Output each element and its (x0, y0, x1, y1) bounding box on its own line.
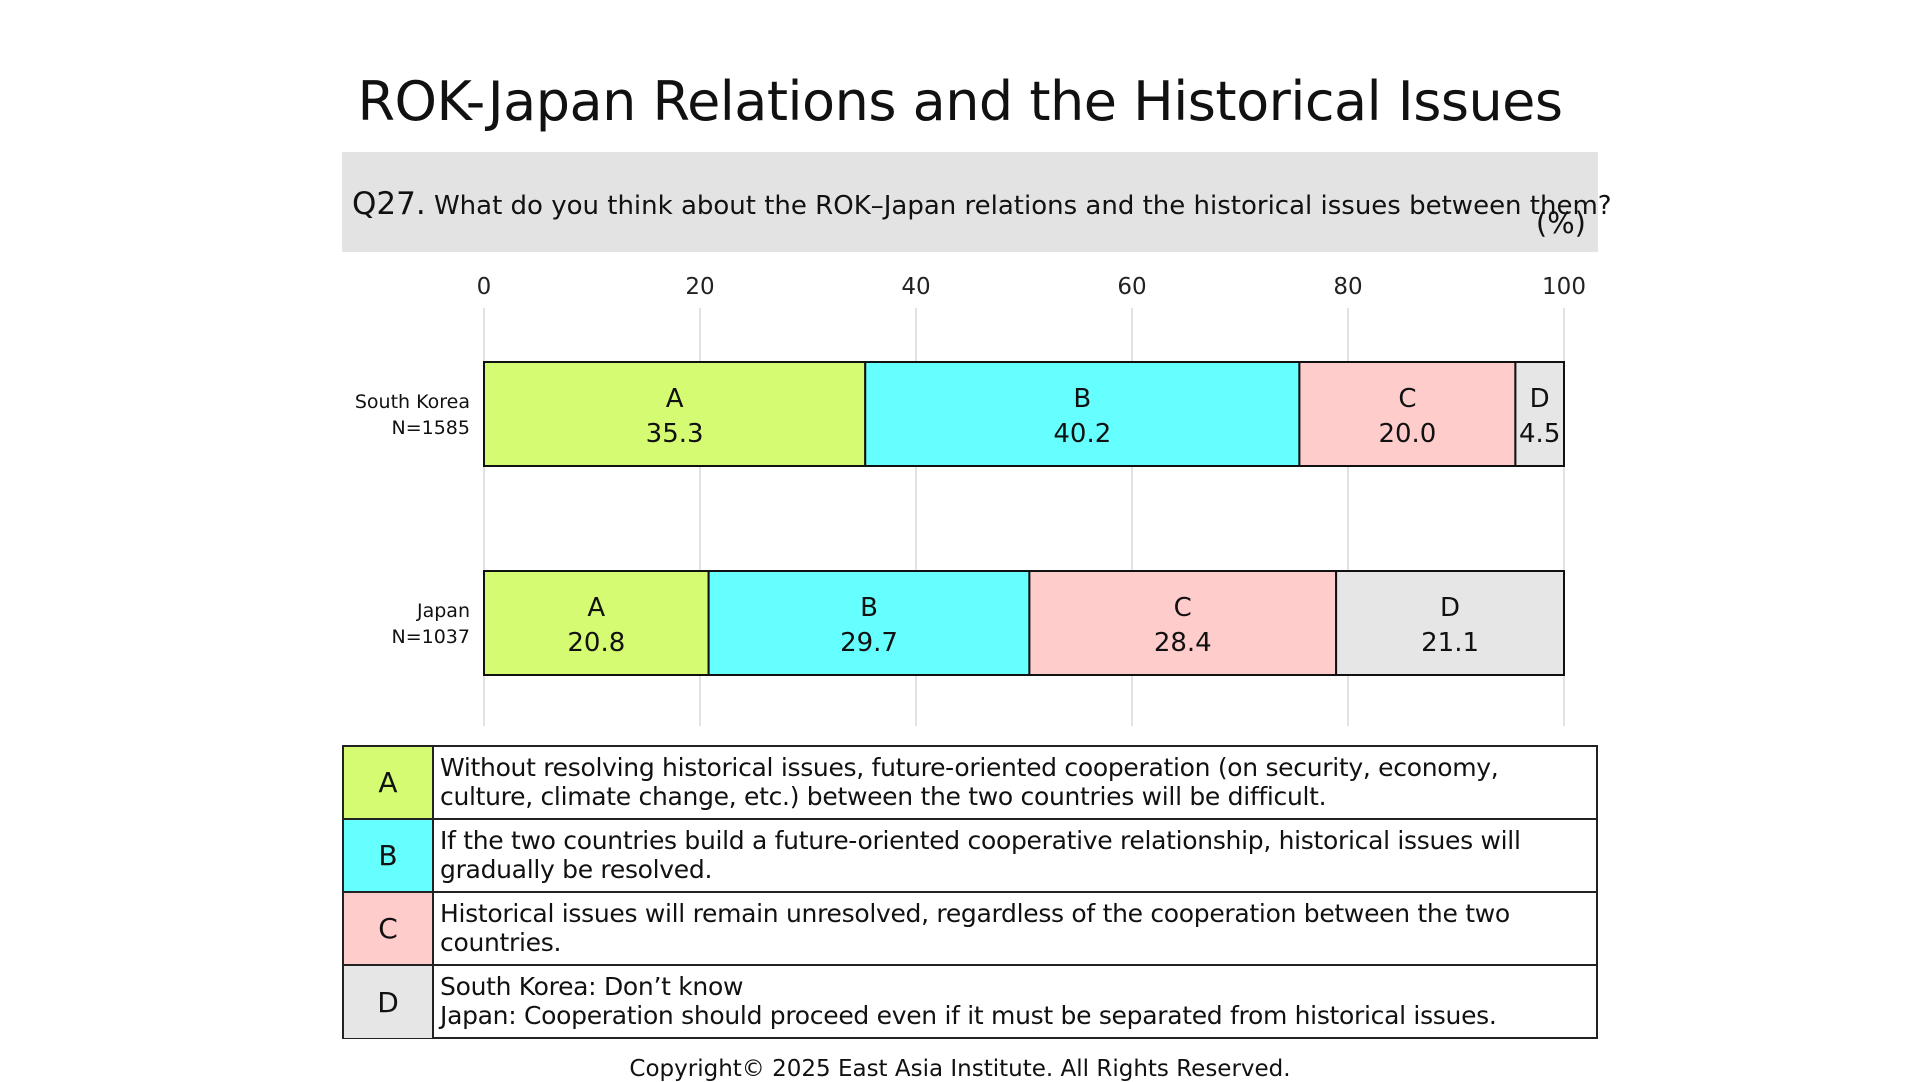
segment-letter: D (1440, 593, 1460, 623)
legend-row: B If the two countries build a future-or… (344, 820, 1596, 893)
segment-letter: C (1174, 593, 1192, 623)
legend-description: Without resolving historical issues, fut… (440, 753, 1499, 811)
data-label: 21.1 (1421, 628, 1479, 658)
data-label: 40.2 (1053, 419, 1111, 449)
legend-description: If the two countries build a future-orie… (440, 826, 1521, 884)
y-category-n: N=1037 (392, 626, 471, 648)
segment-letter: A (666, 384, 684, 414)
data-label: 4.5 (1519, 419, 1560, 449)
segment-letter: D (1530, 384, 1550, 414)
bar-segment (864, 361, 1301, 467)
x-tick-label: 80 (1333, 274, 1362, 300)
x-tick-label: 0 (477, 274, 492, 300)
x-tick-label: 100 (1542, 274, 1586, 300)
legend-table: A Without resolving historical issues, f… (342, 745, 1598, 1039)
question-text: What do you think about the ROK–Japan re… (433, 191, 1612, 221)
bar-segment (1028, 570, 1338, 676)
page-title: ROK-Japan Relations and the Historical I… (357, 70, 1563, 133)
segment-letter: A (587, 593, 605, 623)
data-label: 20.8 (567, 628, 625, 658)
bar-segment (483, 361, 867, 467)
stacked-bar-chart: 0 20 40 60 80 100 A 35.3 B 40.2 C 20.0 D 4.5 South Kor… (355, 274, 1586, 726)
data-label: 20.0 (1378, 419, 1436, 449)
segment-letter: B (1073, 384, 1091, 414)
x-tick-label: 60 (1117, 274, 1146, 300)
copyright-footer: Copyright© 2025 East Asia Institute. All… (629, 1056, 1291, 1082)
data-label: 29.7 (840, 628, 898, 658)
x-tick-label: 20 (685, 274, 714, 300)
data-label: 28.4 (1154, 628, 1212, 658)
y-category-label: South Korea (355, 391, 470, 413)
legend-key: D (344, 966, 434, 1038)
bar-segment (1514, 361, 1566, 467)
legend-row: C Historical issues will remain unresolv… (344, 893, 1596, 966)
segment-letter: B (860, 593, 878, 623)
legend-key: B (344, 820, 434, 891)
legend-key: A (344, 747, 434, 818)
question-number: Q27. (352, 186, 426, 222)
legend-key: C (344, 893, 434, 964)
segment-letter: C (1398, 384, 1416, 414)
x-tick-label: 40 (901, 274, 930, 300)
bar-segment (707, 570, 1031, 676)
bar-segment (483, 570, 710, 676)
legend-row: D South Korea: Don’t know Japan: Coopera… (344, 966, 1596, 1038)
legend-row: A Without resolving historical issues, f… (344, 747, 1596, 820)
y-category-label: Japan (416, 600, 470, 622)
legend-description: South Korea: Don’t know Japan: Cooperati… (440, 972, 1497, 1030)
question-box: Q27. What do you think about the ROK–Jap… (342, 152, 1612, 252)
unit-label: (%) (1535, 206, 1586, 240)
bar-segment (1298, 361, 1517, 467)
legend-description: Historical issues will remain unresolved… (440, 899, 1510, 957)
question-text-line: Q27. What do you think about the ROK–Jap… (352, 186, 1612, 222)
data-label: 35.3 (646, 419, 704, 449)
y-category-n: N=1585 (392, 417, 471, 439)
bar-segment (1335, 570, 1565, 676)
